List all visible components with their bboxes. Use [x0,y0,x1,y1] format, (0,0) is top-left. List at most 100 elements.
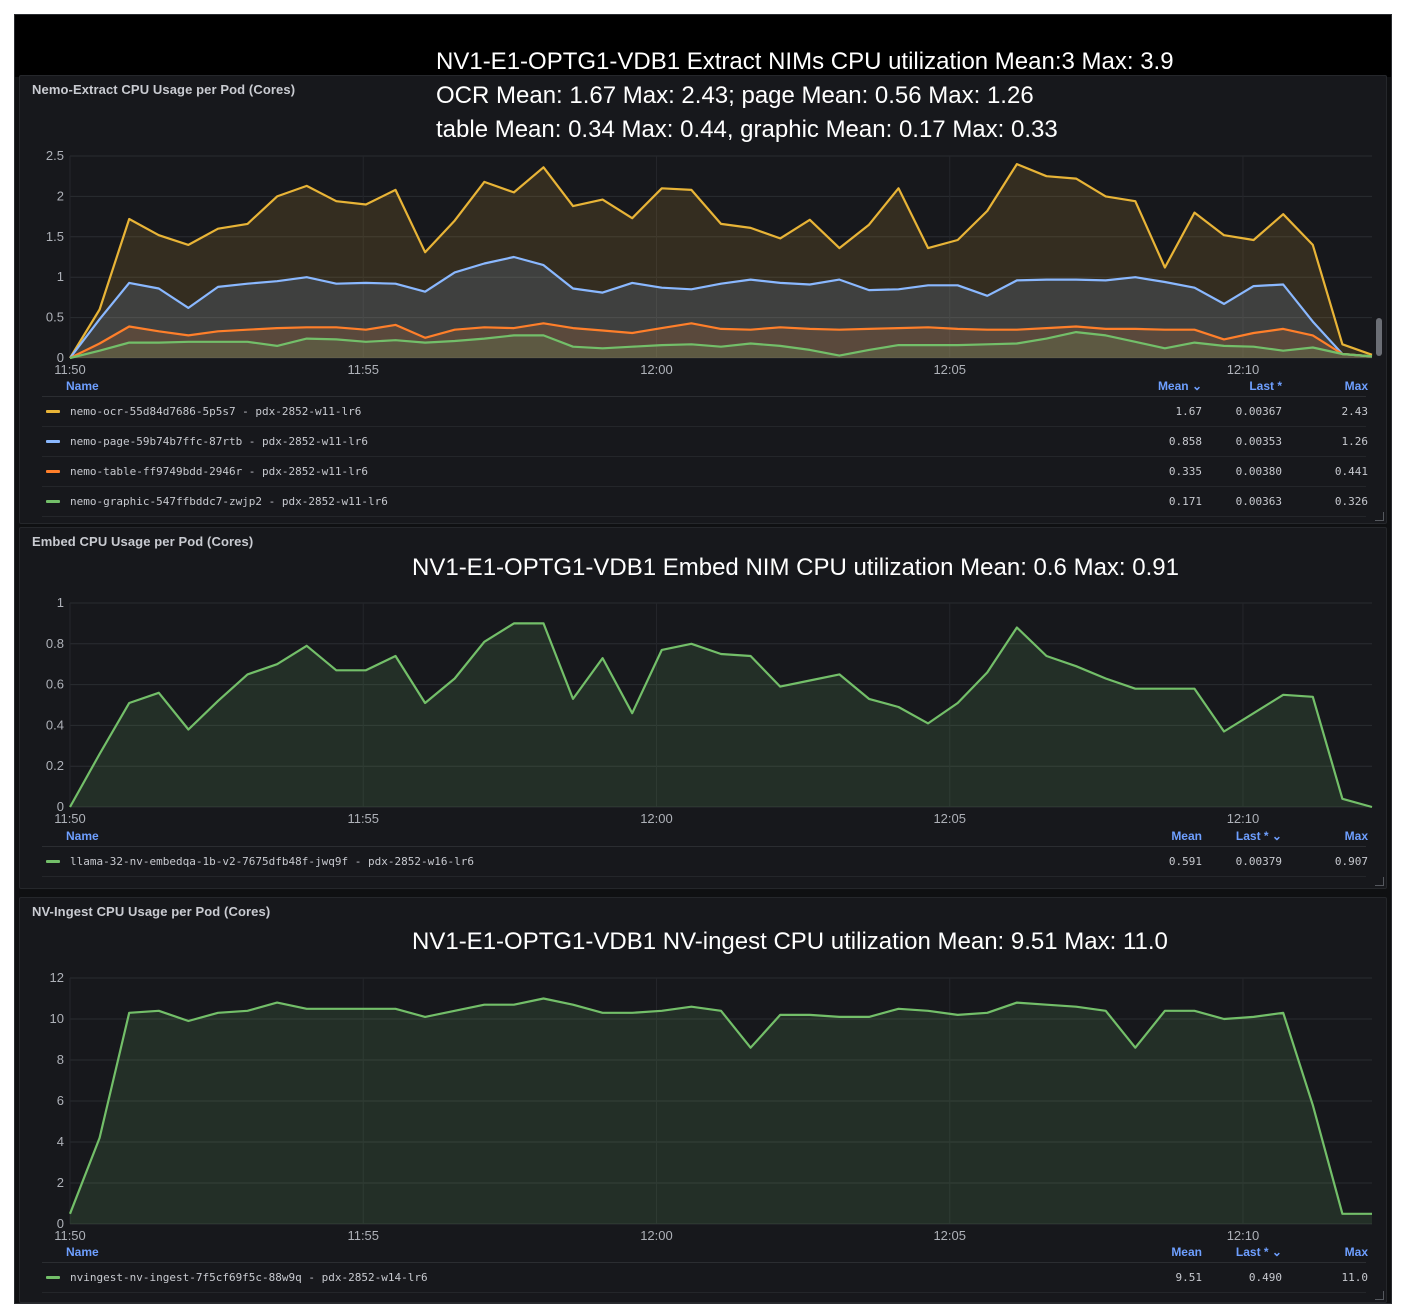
legend-header-max[interactable]: Max [1344,379,1368,393]
y-tick-label: 10 [50,1011,64,1026]
legend-row[interactable]: llama-32-nv-embedqa-1b-v2-7675dfb48f-jwq… [42,847,1368,877]
y-tick-label: 1 [57,269,64,284]
legend-series-name: nemo-graphic-547ffbddc7-zwjp2 - pdx-2852… [70,495,388,508]
series-area [70,332,1372,358]
series-line[interactable] [69,162,1373,359]
legend-swatch [46,860,60,863]
x-tick-label: 12:10 [1227,811,1260,826]
embed-annotation: NV1-E1-OPTG1-VDB1 Embed NIM CPU utilizat… [412,554,1179,581]
y-tick-label: 1 [57,595,64,610]
x-tick-label: 11:55 [347,811,379,826]
y-tick-label: 8 [57,1052,64,1067]
y-tick-label: 2 [57,188,64,203]
resize-handle-icon[interactable] [1375,1291,1384,1300]
legend-value-last: 0.00367 [1235,405,1282,418]
legend-table: Name Mean Last * ⌄ Max llama-32-nv-embedqa-1… [42,826,1368,877]
legend-value-max: 11.0 [1341,1271,1369,1284]
legend-series-name: nemo-table-ff9749bdd-2946r - pdx-2852-w1… [70,465,369,478]
y-tick-label: 0.4 [46,717,64,732]
series-line[interactable] [68,997,1372,1215]
series-area [70,257,1372,358]
legend-header: Name Mean Last * ⌄ Max [42,826,1368,847]
legend-header-mean[interactable]: Mean [1171,1245,1202,1259]
x-tick-label: 11:50 [54,811,86,826]
legend-header: Name Mean Last * ⌄ Max [42,1242,1368,1263]
legend-value-mean: 0.591 [1168,855,1202,868]
x-tick-label: 11:50 [54,362,86,377]
legend-header-mean[interactable]: Mean ⌄ [1157,379,1202,393]
resize-handle-icon[interactable] [1375,512,1384,521]
y-tick-label: 0.5 [46,310,64,325]
x-tick-label: 11:55 [347,1228,379,1243]
legend-value-max: 0.907 [1334,855,1368,868]
legend-value-last: 0.00363 [1235,495,1282,508]
legend-value-max: 2.43 [1341,405,1369,418]
legend-header-max[interactable]: Max [1344,1245,1368,1259]
legend-swatch [46,1276,60,1279]
extract-cpu-chart: 0 0.5 1 1.5 2 2.5 11:50 11:55 12:00 12:05 12:10 [46,148,1373,377]
legend-row[interactable]: nemo-ocr-55d84d7686-5p5s7 - pdx-2852-w11… [42,397,1369,427]
legend-header-last[interactable]: Last * ⌄ [1235,829,1282,843]
embed-cpu-panel: Embed CPU Usage per Pod (Cores) 0 0.2 0.4 0… [19,527,1387,889]
legend-row[interactable]: nemo-table-ff9749bdd-2946r - pdx-2852-w1… [42,457,1368,487]
legend-value-mean: 1.67 [1175,405,1203,418]
y-tick-label: 0.2 [46,758,64,773]
legend-header-mean[interactable]: Mean [1171,829,1202,843]
legend-header-last[interactable]: Last * [1249,379,1282,393]
panel-title: Embed CPU Usage per Pod (Cores) [32,534,254,549]
legend-table: Name Mean Last * ⌄ Max nvingest-nv-ingest-7f… [42,1242,1369,1293]
x-tick-label: 12:05 [933,362,966,377]
y-tick-label: 0 [57,350,64,365]
x-tick-label: 12:00 [640,362,673,377]
legend-header: Name Mean ⌄ Last * Max [42,376,1368,397]
legend-header-max[interactable]: Max [1344,829,1368,843]
panel-title: Nemo-Extract CPU Usage per Pod (Cores) [32,82,296,97]
legend-scrollbar[interactable] [1376,318,1382,356]
legend-header-name[interactable]: Name [66,1245,99,1259]
legend-value-mean: 0.335 [1168,465,1202,478]
x-tick-label: 12:05 [933,811,966,826]
resize-handle-icon[interactable] [1375,877,1384,886]
legend-row[interactable]: nemo-page-59b74b7ffc-87rtb - pdx-2852-w1… [42,427,1369,457]
legend-value-last: 0.00379 [1235,855,1282,868]
series-area [70,623,1372,807]
y-tick-label: 0 [57,1216,64,1231]
embed-cpu-chart: 0 0.2 0.4 0.6 0.8 1 11:50 11:55 12:00 12:05 12:10 [46,595,1373,826]
dashboard-frame: Nemo-Extract CPU Usage per Pod (Cores) 0… [14,14,1392,1304]
y-tick-label: 2 [57,1175,64,1190]
x-tick-label: 12:05 [933,1228,966,1243]
extract-annotation-line3: table Mean: 0.34 Max: 0.44, graphic Mean… [436,116,1058,143]
series-line[interactable] [69,322,1373,359]
legend-value-max: 1.26 [1341,435,1369,448]
legend-header-last[interactable]: Last * ⌄ [1235,1245,1282,1259]
legend-value-mean: 0.171 [1168,495,1202,508]
y-tick-label: 6 [57,1093,64,1108]
series-line[interactable] [69,331,1373,360]
legend-swatch [46,470,60,473]
legend-value-mean: 0.858 [1168,435,1202,448]
x-tick-label: 12:10 [1227,1228,1260,1243]
y-tick-label: 2.5 [46,148,64,163]
x-tick-label: 12:00 [640,1228,673,1243]
legend-series-name: nemo-ocr-55d84d7686-5p5s7 - pdx-2852-w11… [70,405,362,418]
legend-row[interactable]: nemo-graphic-547ffbddc7-zwjp2 - pdx-2852… [42,487,1368,517]
legend-swatch [46,500,60,503]
legend-header-name[interactable]: Name [66,379,99,393]
y-tick-label: 0.6 [46,677,64,692]
legend-value-max: 0.326 [1334,495,1368,508]
y-tick-label: 1.5 [46,229,64,244]
extract-annotation-line1: NV1-E1-OPTG1-VDB1 Extract NIMs CPU utili… [436,48,1174,75]
legend-series-name: nemo-page-59b74b7ffc-87rtb - pdx-2852-w1… [70,435,369,448]
panel-title: NV-Ingest CPU Usage per Pod (Cores) [32,904,271,919]
legend-table: Name Mean ⌄ Last * Max nemo-ocr-55d84d7686-5… [42,376,1369,517]
annotation-header-bar [15,15,1391,77]
series-line[interactable] [69,622,1373,809]
x-tick-label: 11:50 [54,1228,86,1243]
extract-cpu-panel: Nemo-Extract CPU Usage per Pod (Cores) 0… [19,75,1387,524]
legend-header-name[interactable]: Name [66,829,99,843]
legend-series-name: nvingest-nv-ingest-7f5cf69f5c-88w9q - pd… [70,1271,428,1284]
legend-value-max: 0.441 [1334,465,1368,478]
x-tick-label: 12:10 [1227,362,1260,377]
legend-row[interactable]: nvingest-nv-ingest-7f5cf69f5c-88w9q - pd… [42,1263,1369,1293]
series-line[interactable] [69,255,1373,359]
